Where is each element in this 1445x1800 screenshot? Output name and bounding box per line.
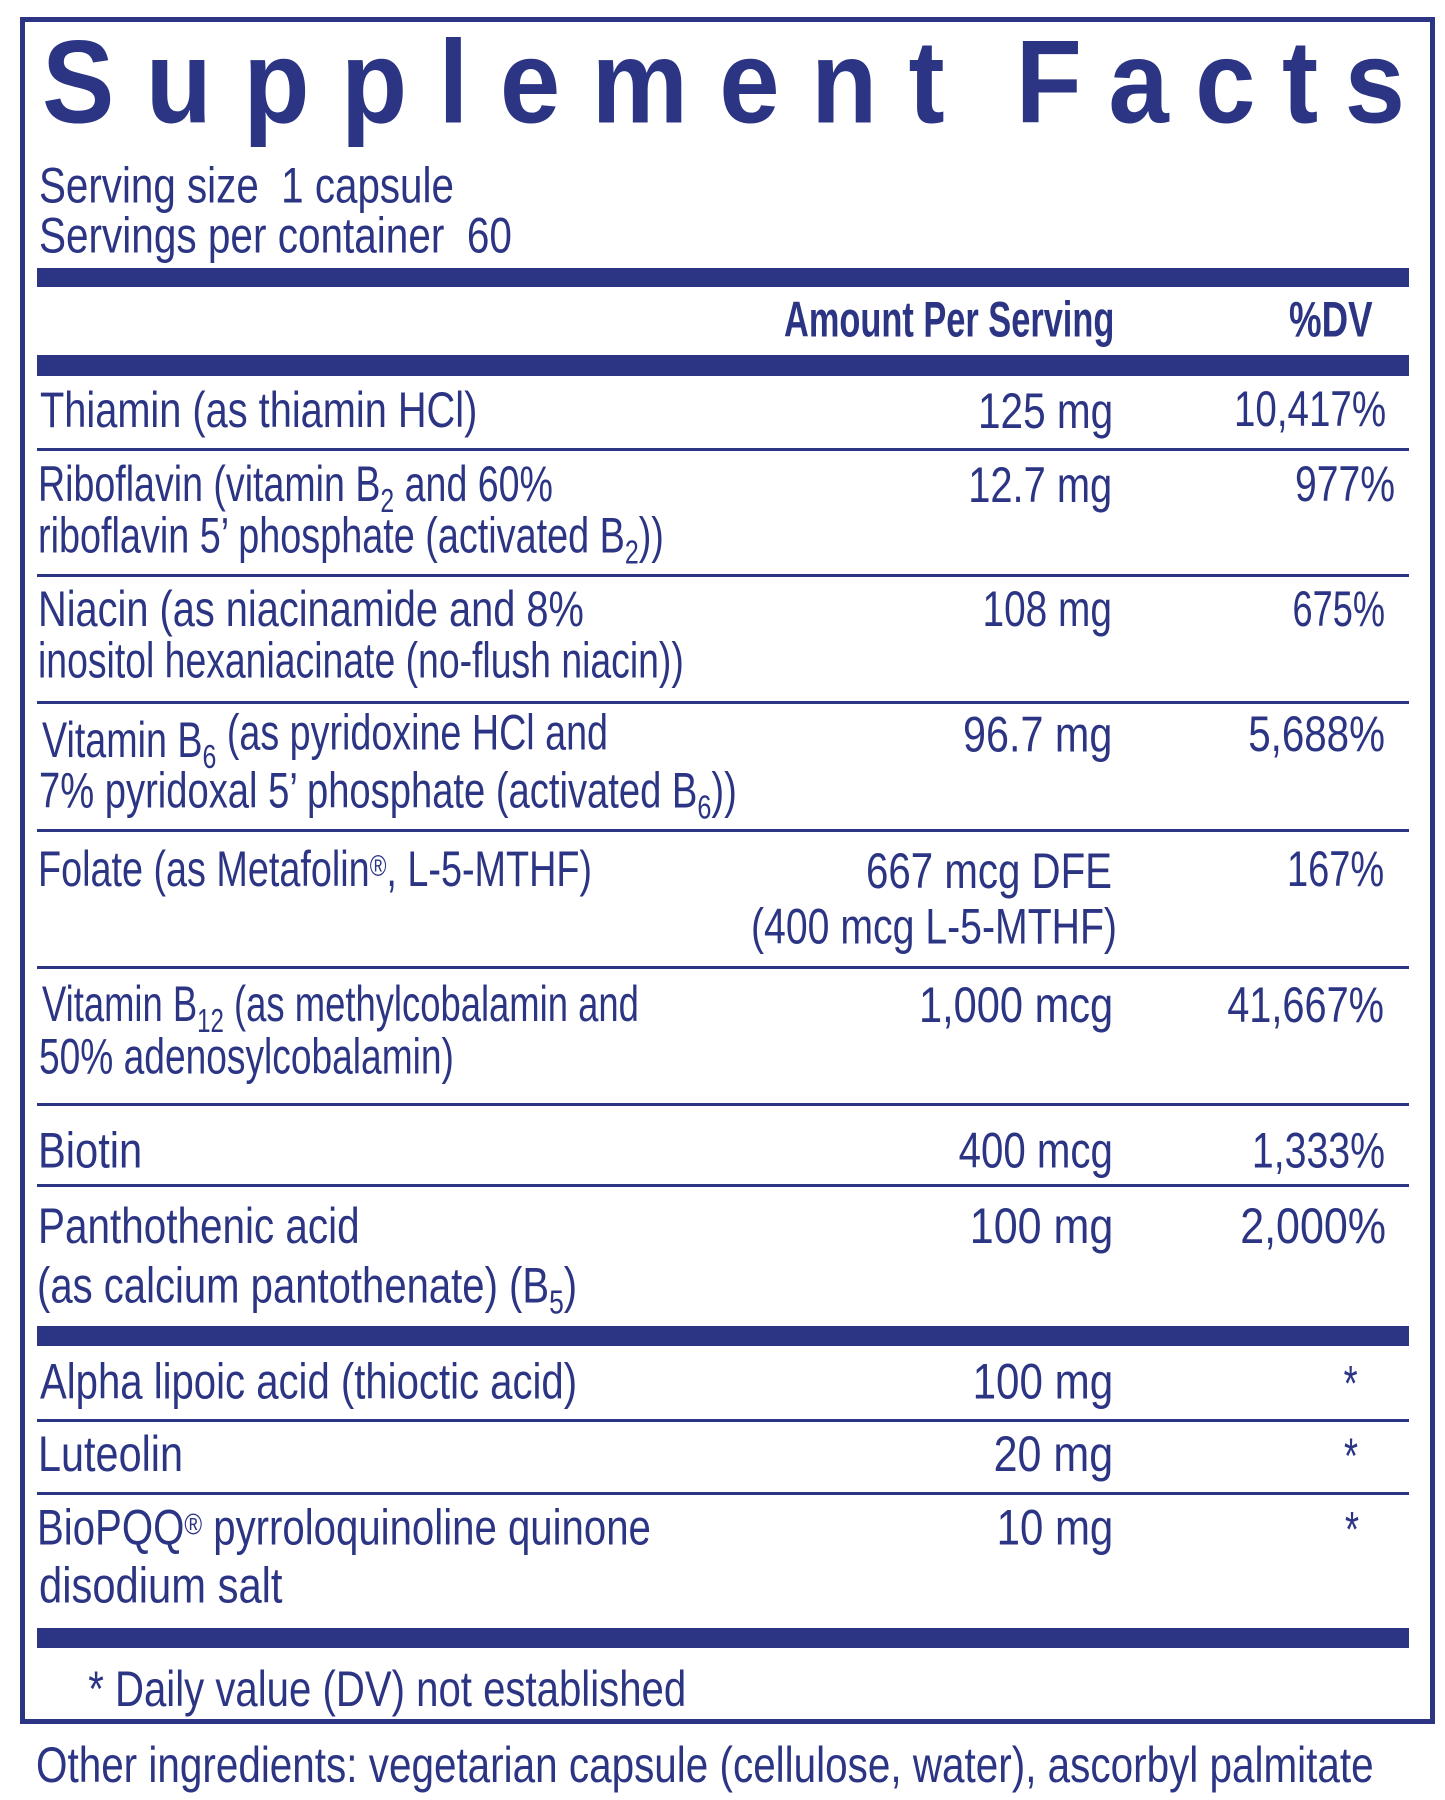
svg-text:disodium salt: disodium salt	[39, 1557, 283, 1613]
svg-text:100 mg: 100 mg	[973, 1353, 1114, 1409]
svg-text:Serving size 1 capsule: Serving size 1 capsule	[39, 157, 454, 213]
svg-text:Other ingredients: vegetarian: Other ingredients: vegetarian capsule (c…	[36, 1737, 1374, 1793]
svg-text:675%: 675%	[1293, 582, 1385, 637]
svg-text:inositol hexaniacinate (no-flu: inositol hexaniacinate (no-flush niacin)…	[38, 633, 684, 689]
svg-text:*: *	[1345, 1503, 1359, 1558]
svg-text:167%: 167%	[1287, 842, 1384, 897]
svg-text:1,333%: 1,333%	[1252, 1122, 1385, 1179]
svg-text:Thiamin (as thiamin HCl): Thiamin (as thiamin HCl)	[40, 382, 477, 438]
svg-text:667 mcg DFE: 667 mcg DFE	[866, 843, 1112, 899]
svg-text:5,688%: 5,688%	[1248, 706, 1385, 762]
svg-text:108 mg: 108 mg	[983, 581, 1112, 637]
svg-text:2,000%: 2,000%	[1240, 1198, 1386, 1254]
svg-text:Facts: Facts	[1016, 16, 1432, 148]
svg-text:riboflavin 5’ phosphate (activ: riboflavin 5’ phosphate (activated B2))	[38, 509, 664, 572]
svg-text:12.7 mg: 12.7 mg	[968, 457, 1112, 513]
svg-text:10 mg: 10 mg	[997, 1499, 1114, 1555]
svg-text:BioPQQ® pyrroloquinoline quino: BioPQQ® pyrroloquinoline quinone	[37, 1499, 651, 1555]
svg-text:10,417%: 10,417%	[1234, 382, 1386, 437]
svg-text:Niacin (as niacinamide and 8%: Niacin (as niacinamide and 8%	[38, 581, 584, 637]
svg-text:(400 mcg L-5-MTHF): (400 mcg L-5-MTHF)	[751, 898, 1117, 955]
svg-text:20 mg: 20 mg	[994, 1426, 1114, 1482]
svg-text:7% pyridoxal 5’ phosphate (act: 7% pyridoxal 5’ phosphate (activated B6)…	[39, 764, 737, 827]
svg-text:Biotin: Biotin	[38, 1122, 142, 1178]
svg-text:Amount Per Serving: Amount Per Serving	[784, 292, 1114, 348]
svg-text:100 mg: 100 mg	[970, 1198, 1113, 1254]
svg-text:%DV: %DV	[1289, 292, 1373, 348]
svg-text:Folate (as Metafolin®, L-5-MTH: Folate (as Metafolin®, L-5-MTHF)	[38, 842, 592, 897]
svg-text:Riboflavin (vitamin B2 and 60%: Riboflavin (vitamin B2 and 60%	[38, 457, 553, 520]
svg-text:*: *	[1344, 1429, 1358, 1484]
svg-text:*: *	[1344, 1357, 1358, 1412]
svg-text:41,667%: 41,667%	[1227, 977, 1384, 1033]
svg-text:50% adenosylcobalamin): 50% adenosylcobalamin)	[39, 1029, 454, 1085]
svg-text:* Daily value (DV) not establi: * Daily value (DV) not established	[88, 1661, 686, 1717]
svg-text:(as calcium pantothenate) (B5): (as calcium pantothenate) (B5)	[37, 1257, 577, 1321]
svg-text:Servings per container 60: Servings per container 60	[39, 207, 512, 263]
svg-text:977%: 977%	[1295, 455, 1395, 512]
svg-text:1,000 mcg: 1,000 mcg	[919, 976, 1113, 1033]
svg-text:Vitamin B12 (as methylcobalami: Vitamin B12 (as methylcobalamin and	[42, 976, 639, 1040]
svg-text:Panthothenic acid: Panthothenic acid	[38, 1198, 360, 1254]
svg-text:125 mg: 125 mg	[978, 383, 1113, 439]
svg-text:Alpha lipoic acid (thioctic ac: Alpha lipoic acid (thioctic acid)	[40, 1353, 577, 1409]
svg-text:Luteolin: Luteolin	[38, 1425, 183, 1482]
svg-text:400 mcg: 400 mcg	[959, 1122, 1113, 1178]
svg-text:96.7 mg: 96.7 mg	[963, 706, 1112, 763]
svg-text:Supplement: Supplement	[42, 16, 976, 148]
